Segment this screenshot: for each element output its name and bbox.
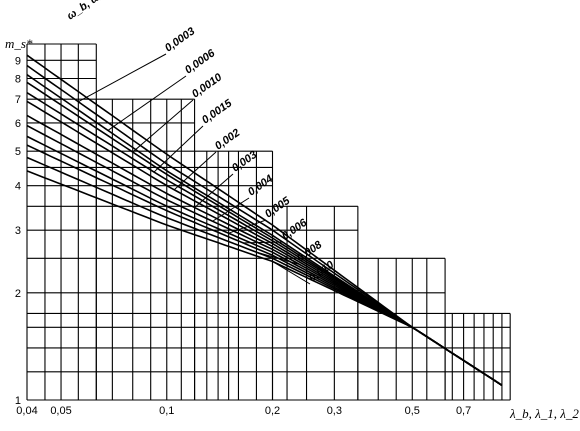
series-label-9: 0,006: [280, 216, 310, 242]
leader-4: [153, 125, 204, 173]
x-axis-title: λ_b, λ_1, λ_2: [509, 406, 579, 421]
x-tick-label: 0,1: [159, 405, 174, 417]
y-tick-label: 5: [15, 146, 21, 158]
x-tick-label: 0,5: [405, 405, 420, 417]
series-label-4: 0,0015: [200, 97, 235, 127]
leader-3: [132, 99, 194, 153]
y-tick-label: 8: [15, 73, 21, 85]
series-label-3: 0,0010: [190, 71, 225, 101]
x-tick-label: 0,7: [456, 405, 471, 417]
curve-0: [26, 54, 503, 386]
y-tick-label: 2: [15, 288, 21, 300]
series-label-5: 0,002: [213, 127, 242, 153]
y-tick-label: 4: [15, 181, 21, 193]
y-tick-label: 6: [15, 118, 21, 130]
y-tick-labels: 1 2 3 4 5 6 7 8 9: [15, 55, 21, 407]
series-label-1: 0,0003: [163, 25, 197, 54]
x-tick-labels: 0,04 0,05 0,1 0,2 0,3 0,5 0,7: [16, 405, 471, 417]
curve-1: [26, 64, 503, 386]
y-tick-label: 9: [15, 55, 21, 67]
series-label-6: 0,003: [230, 149, 259, 175]
series-label-8: 0,005: [263, 194, 293, 220]
curve-5: [26, 100, 503, 386]
series-label-7: 0,004: [246, 173, 275, 199]
leader-2: [107, 75, 187, 131]
x-tick-label: 0,3: [327, 405, 342, 417]
x-tick-label: 0,2: [265, 405, 280, 417]
x-tick-label: 0,05: [50, 405, 71, 417]
chart-curves: [26, 54, 503, 386]
chart-grid: [26, 43, 511, 401]
series-label-2: 0,0006: [183, 47, 218, 77]
curve-6: [26, 114, 503, 386]
series-label-0: ω_b, ω_1, ω_2 = 0: [65, 0, 151, 22]
y-tick-label: 7: [15, 94, 21, 106]
y-axis-title: m_s*: [5, 36, 33, 51]
y-tick-label: 3: [15, 225, 21, 237]
leader-1: [78, 53, 167, 103]
curve-11: [26, 170, 503, 386]
leader-6: [194, 173, 234, 208]
curve-10: [26, 156, 503, 386]
x-tick-label: 0,04: [16, 405, 37, 417]
y-tick-label: 1: [15, 395, 21, 407]
